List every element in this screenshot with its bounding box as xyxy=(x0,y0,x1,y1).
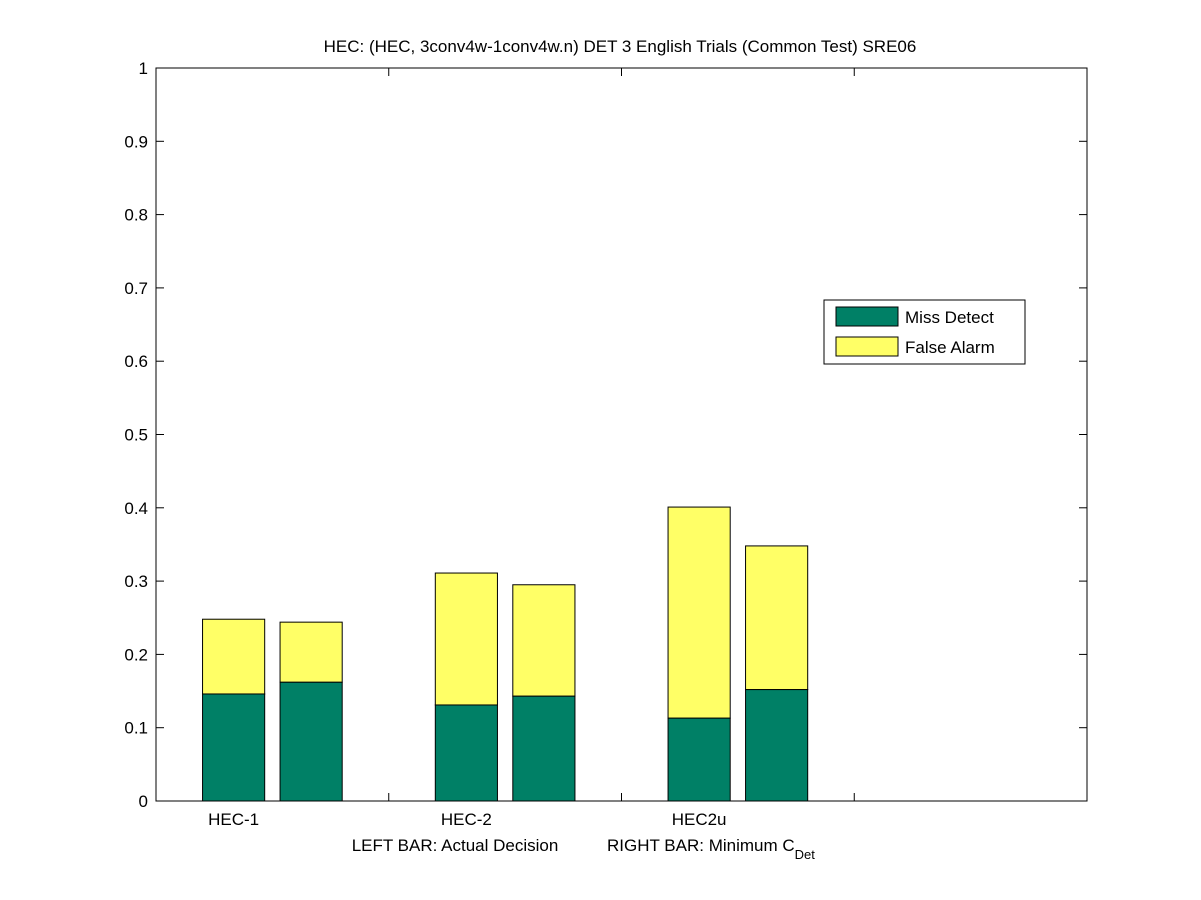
bar-miss-detect-hec-1-actual-decision xyxy=(202,693,266,802)
y-tick-label: 0.1 xyxy=(124,719,148,738)
y-tick-label: 1 xyxy=(139,59,148,78)
legend: Miss Detect False Alarm xyxy=(823,299,1026,365)
y-tick-label: 0.4 xyxy=(124,499,148,518)
bar-series-group xyxy=(202,506,809,802)
y-axis: 0 0.1 0.2 0.3 0.4 0.5 0.6 0.7 0.8 0.9 1 xyxy=(124,59,1087,811)
legend-swatch-false-alarm xyxy=(835,336,899,357)
bar-miss-detect-hec-1-minimum-cdet xyxy=(279,681,343,802)
y-tick-label: 0.5 xyxy=(124,426,148,445)
bar-miss-detect-hec-2-actual-decision xyxy=(434,704,498,802)
legend-swatch-miss-detect xyxy=(835,306,899,327)
y-tick-label: 0 xyxy=(139,792,148,811)
x-category-label: HEC2u xyxy=(672,810,727,829)
bar-false-alarm-hec-1-actual-decision xyxy=(202,618,266,695)
y-tick-label: 0.2 xyxy=(124,645,148,664)
x-axis-label-left: LEFT BAR: Actual Decision xyxy=(352,836,559,855)
bar-miss-detect-hec2u-minimum-cdet xyxy=(745,689,809,802)
bar-false-alarm-hec-1-minimum-cdet xyxy=(279,621,343,683)
bar-false-alarm-hec-2-minimum-cdet xyxy=(512,584,576,697)
y-tick-label: 0.9 xyxy=(124,132,148,151)
legend-label-miss-detect: Miss Detect xyxy=(905,308,994,327)
x-axis-label: LEFT BAR: Actual Decision RIGHT BAR: Min… xyxy=(352,836,816,862)
x-category-label: HEC-1 xyxy=(208,810,259,829)
chart-title: HEC: (HEC, 3conv4w-1conv4w.n) DET 3 Engl… xyxy=(324,37,917,56)
y-tick-label: 0.3 xyxy=(124,572,148,591)
bar-false-alarm-hec2u-actual-decision xyxy=(667,506,731,719)
x-category-label: HEC-2 xyxy=(441,810,492,829)
bar-false-alarm-hec-2-actual-decision xyxy=(434,572,498,706)
bar-miss-detect-hec-2-minimum-cdet xyxy=(512,695,576,802)
x-axis-label-right-subscript: Det xyxy=(795,847,816,862)
y-tick-label: 0.6 xyxy=(124,352,148,371)
bar-miss-detect-hec2u-actual-decision xyxy=(667,717,731,802)
bar-false-alarm-hec2u-minimum-cdet xyxy=(745,545,809,691)
legend-label-false-alarm: False Alarm xyxy=(905,338,995,357)
x-axis-label-right-main: RIGHT BAR: Minimum C xyxy=(607,836,795,855)
y-tick-label: 0.8 xyxy=(124,206,148,225)
x-axis-label-right: RIGHT BAR: Minimum CDet xyxy=(607,836,815,862)
y-tick-label: 0.7 xyxy=(124,279,148,298)
x-axis: HEC-1 HEC-2 HEC2u xyxy=(208,68,855,829)
